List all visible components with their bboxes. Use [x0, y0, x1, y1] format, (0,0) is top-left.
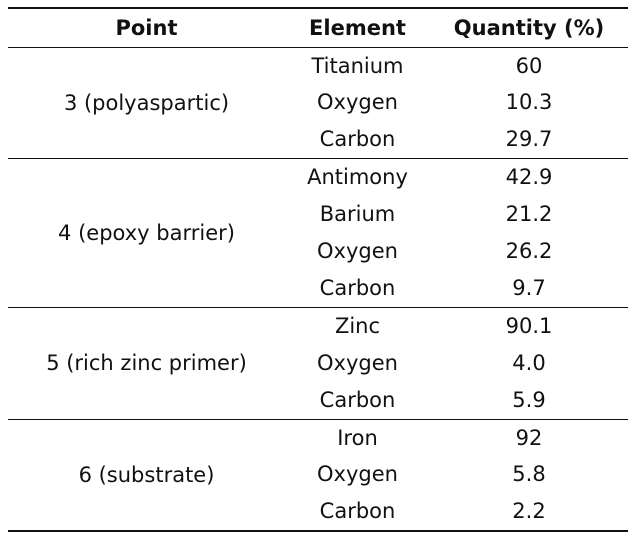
quantity-cell: 9.7 — [512, 275, 546, 300]
quantity-cell: 29.7 — [505, 127, 553, 152]
table-row: Oxygen 10.3 — [8, 84, 628, 121]
quantity-cell: 90.1 — [505, 313, 553, 338]
point-cell: 3 (polyaspartic) — [63, 90, 230, 115]
quantity-cell: 10.3 — [505, 90, 553, 115]
element-cell: Antimony — [307, 165, 408, 190]
quantity-cell: 92 — [515, 425, 543, 450]
table-row: 4 (epoxy barrier) Antimony 42.9 — [8, 159, 628, 245]
point-cell: 6 (substrate) — [78, 462, 215, 487]
table-body: 3 (polyaspartic) Titanium 60 Oxygen 10.3 Carb… — [8, 47, 628, 532]
quantity-cell: 4.0 — [512, 350, 546, 375]
table-header: Point Element Quantity (%) — [8, 8, 628, 47]
point-cell: 5 (rich zinc primer) — [46, 351, 247, 376]
table-row: Carbon 29.7 — [8, 121, 628, 159]
header-row: Point Element Quantity (%) — [8, 8, 628, 47]
quantity-cell: 26.2 — [505, 239, 553, 264]
column-header: Point — [115, 15, 178, 40]
table: Point Element Quantity (%) 3 (polyaspartic… — [8, 7, 628, 532]
element-cell: Zinc — [334, 313, 381, 338]
table-row: 3 (polyaspartic) Titanium 60 — [8, 47, 628, 115]
quantity-cell: 42.9 — [505, 165, 553, 190]
table-row: Oxygen 4.0 — [8, 345, 628, 382]
table-wrap: Point Element Quantity (%) 3 (polyaspartic… — [8, 7, 628, 532]
column-header: Element — [309, 15, 406, 40]
element-cell: Carbon — [319, 127, 396, 152]
point-cell: 4 (epoxy barrier) — [58, 221, 235, 246]
element-cell: Oxygen — [317, 462, 398, 487]
table-row: Carbon 2.2 — [8, 493, 628, 532]
element-cell: Carbon — [319, 275, 396, 300]
element-cell: Carbon — [319, 499, 396, 524]
quantity-cell: 60 — [515, 53, 543, 78]
table-row: Oxygen 26.2 — [8, 233, 628, 270]
quantity-cell: 21.2 — [505, 202, 553, 227]
table-row: 6 (substrate) Iron 92 — [8, 419, 628, 487]
table-row: 5 (rich zinc primer) Zinc 90.1 — [8, 307, 628, 375]
table-row: Carbon 9.7 — [8, 270, 628, 308]
element-cell: Barium — [319, 202, 396, 227]
quantity-cell: 5.8 — [512, 462, 546, 487]
column-header: Quantity (%) — [453, 15, 605, 40]
quantity-cell: 2.2 — [512, 499, 546, 524]
element-cell: Oxygen — [317, 239, 398, 264]
quantity-cell: 5.9 — [512, 387, 546, 412]
element-cell: Oxygen — [317, 350, 398, 375]
element-cell: Carbon — [319, 387, 396, 412]
element-cell: Oxygen — [317, 90, 398, 115]
element-cell: Titanium — [311, 53, 404, 78]
table-row: Barium 21.2 — [8, 196, 628, 233]
table-row: Carbon 5.9 — [8, 382, 628, 420]
table-row: Oxygen 5.8 — [8, 456, 628, 493]
element-cell: Iron — [337, 425, 378, 450]
